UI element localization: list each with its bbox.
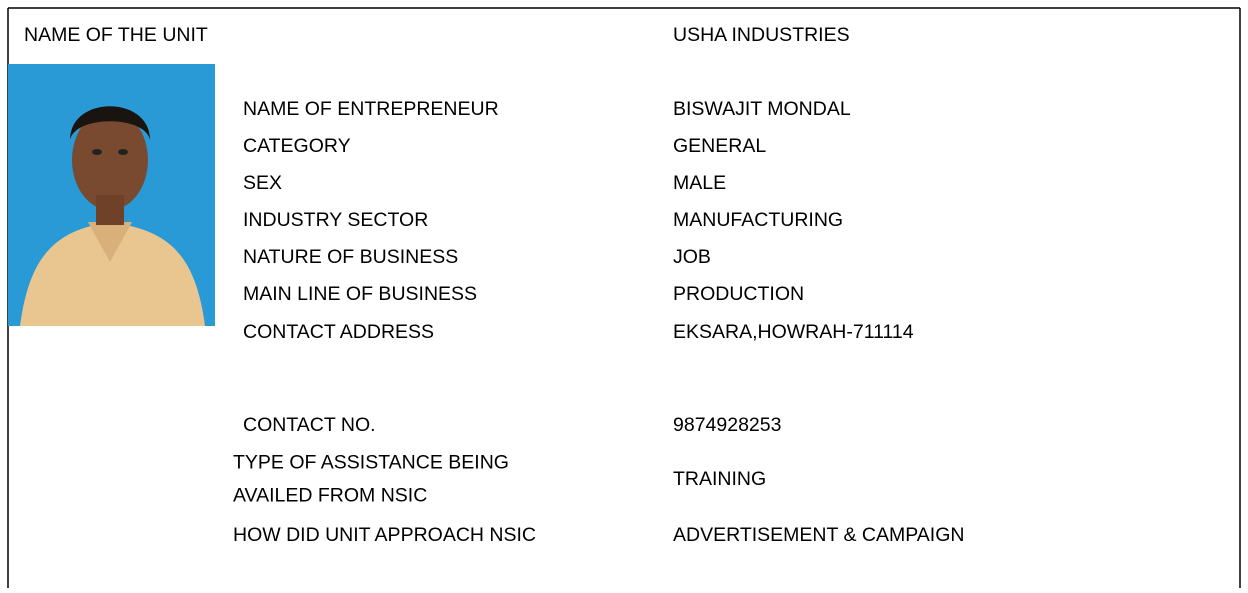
field-label: TYPE OF ASSISTANCE BEING [233,452,509,474]
unit-label: NAME OF THE UNIT [24,24,208,46]
field-label: HOW DID UNIT APPROACH NSIC [233,524,536,546]
field-label: MAIN LINE OF BUSINESS [243,283,477,305]
field-value: GENERAL [673,135,766,157]
field-label: CATEGORY [243,135,351,157]
field-value: TRAINING [673,468,766,490]
field-value: MANUFACTURING [673,209,843,231]
field-value: JOB [673,246,711,268]
field-value: MALE [673,172,726,194]
unit-value: USHA INDUSTRIES [673,24,850,46]
photo [8,64,215,326]
field-value: EKSARA,HOWRAH-711114 [673,321,914,343]
field-label: CONTACT ADDRESS [243,321,434,343]
field-label: SEX [243,172,282,194]
field-label: INDUSTRY SECTOR [243,209,428,231]
field-label: AVAILED FROM NSIC [233,485,427,507]
field-value: PRODUCTION [673,283,804,305]
field-value: ADVERTISEMENT & CAMPAIGN [673,524,964,546]
field-label: NAME OF ENTREPRENEUR [243,98,499,120]
field-label: CONTACT NO. [243,414,376,436]
field-value: 9874928253 [673,414,781,436]
field-label: NATURE OF BUSINESS [243,246,458,268]
field-value: BISWAJIT MONDAL [673,98,851,120]
